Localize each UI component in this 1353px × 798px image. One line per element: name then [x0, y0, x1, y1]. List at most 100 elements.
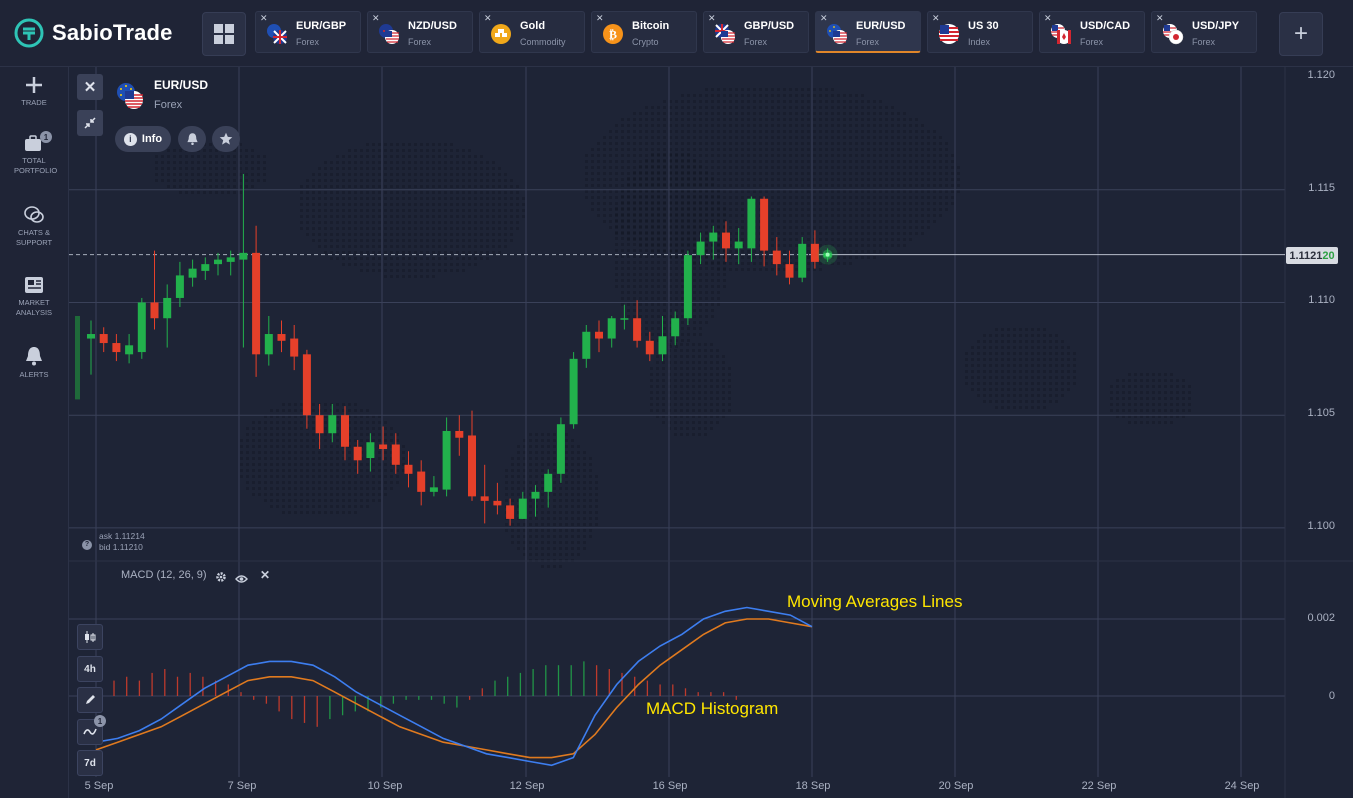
close-chart-button[interactable]: ✕	[77, 74, 103, 100]
grid-view-button[interactable]	[202, 12, 246, 56]
grid-icon	[214, 24, 234, 44]
candle-body	[518, 498, 527, 519]
drawing-tool-button[interactable]	[77, 687, 103, 713]
candle	[671, 311, 680, 346]
sidebar-item-label: CHATS & SUPPORT	[15, 228, 53, 247]
candle	[645, 331, 654, 362]
tab-gbp-usd[interactable]: ✕ GBP/USD Forex	[703, 11, 809, 53]
favorite-button[interactable]	[212, 126, 240, 152]
candle-body	[99, 334, 108, 344]
candle	[264, 315, 273, 366]
close-tab-icon[interactable]: ✕	[932, 13, 940, 23]
candle	[683, 250, 692, 326]
close-tab-icon[interactable]: ✕	[708, 13, 716, 23]
eu-uk-flag-icon	[267, 24, 287, 44]
tab-category: Index	[968, 37, 991, 47]
tab-name: Bitcoin	[632, 20, 670, 32]
tab-usd-jpy[interactable]: ✕ USD/JPY Forex	[1151, 11, 1257, 53]
candle	[798, 237, 807, 283]
candle	[772, 237, 781, 276]
portfolio-badge: 1	[40, 131, 52, 143]
candle-body	[455, 430, 464, 438]
add-tab-button[interactable]: +	[1279, 12, 1323, 56]
chart-type-button[interactable]	[77, 624, 103, 650]
price-main: 1.1121	[1289, 249, 1323, 262]
candle	[290, 325, 299, 371]
symbol-category: Forex	[154, 99, 183, 111]
date-tick-label: 7 Sep	[227, 780, 257, 792]
sidebar-item-trade[interactable]: TRADE	[0, 75, 68, 108]
tab-gold[interactable]: ✕ Gold Commodity	[479, 11, 585, 53]
candle	[442, 417, 451, 497]
candle	[112, 334, 121, 362]
indicator-remove-button[interactable]: ✕	[260, 568, 270, 582]
indicator-settings-button[interactable]	[215, 570, 227, 588]
price-chart[interactable]	[69, 67, 1353, 798]
sidebar: TRADE 1 TOTAL PORTFOLIO CHATS & SUPPORT …	[0, 67, 69, 798]
candlestick-icon	[85, 631, 96, 643]
brand-logo[interactable]: SabioTrade	[14, 18, 173, 48]
ask-price: ask 1.11214	[99, 531, 145, 541]
close-tab-icon[interactable]: ✕	[820, 13, 828, 23]
tab-eur-gbp[interactable]: ✕ EUR/GBP Forex	[255, 11, 361, 53]
close-tab-icon[interactable]: ✕	[372, 13, 380, 23]
candle	[150, 250, 159, 330]
sidebar-item-chats[interactable]: CHATS & SUPPORT	[0, 205, 68, 248]
sidebar-item-portfolio[interactable]: 1 TOTAL PORTFOLIO	[0, 131, 68, 176]
candle-body	[696, 241, 705, 256]
gear-icon	[216, 572, 226, 582]
close-tab-icon[interactable]: ✕	[260, 13, 268, 23]
candle-body	[379, 444, 388, 450]
tab-us-30[interactable]: ✕ US 30 Index	[927, 11, 1033, 53]
range-button[interactable]: 7d	[77, 750, 103, 776]
sidebar-item-label: ALERTS	[19, 370, 49, 379]
candle-body	[429, 487, 438, 492]
close-tab-icon[interactable]: ✕	[1044, 13, 1052, 23]
plus-icon	[26, 77, 42, 93]
candle	[201, 257, 210, 280]
candle	[455, 415, 464, 456]
candle-body	[607, 318, 616, 339]
map-texture-4	[1110, 373, 1191, 424]
tab-category: Forex	[408, 37, 432, 47]
info-button[interactable]: i Info	[115, 126, 171, 152]
info-icon: i	[123, 132, 137, 146]
candle-body	[531, 491, 540, 499]
map-texture-7	[650, 343, 731, 436]
tab-category: Forex	[856, 37, 880, 47]
nz-us-flag-icon	[379, 24, 399, 44]
collapse-button[interactable]	[77, 110, 103, 136]
bid-price: bid 1.11210	[99, 542, 143, 552]
timeframe-button[interactable]: 4h	[77, 656, 103, 682]
sidebar-item-alerts[interactable]: ALERTS	[0, 345, 68, 380]
candle	[760, 196, 769, 267]
candle-body	[137, 302, 146, 353]
tab-bitcoin[interactable]: ✕ ₿ Bitcoin Crypto	[591, 11, 697, 53]
candle-body	[645, 340, 654, 355]
indicator-visibility-button[interactable]	[235, 571, 248, 589]
candle	[722, 221, 730, 262]
tab-category: Forex	[1192, 37, 1216, 47]
tab-name: EUR/GBP	[296, 20, 347, 32]
us-flag-icon	[939, 24, 959, 44]
ask-bid-info-icon[interactable]: ?	[82, 540, 92, 550]
close-tab-icon[interactable]: ✕	[1156, 13, 1164, 23]
candle	[480, 464, 489, 524]
tab-category: Forex	[744, 37, 768, 47]
close-tab-icon[interactable]: ✕	[484, 13, 492, 23]
tab-eur-usd[interactable]: ✕ EUR/USD Forex	[815, 11, 921, 53]
svg-text:₿: ₿	[609, 28, 617, 42]
alert-button[interactable]	[178, 126, 206, 152]
map-texture-2	[585, 88, 960, 271]
candle	[518, 491, 527, 519]
indicator-label: MACD (12, 26, 9)	[121, 569, 207, 581]
date-tick-label: 12 Sep	[509, 780, 545, 792]
tab-nzd-usd[interactable]: ✕ NZD/USD Forex	[367, 11, 473, 53]
date-tick-label: 22 Sep	[1081, 780, 1117, 792]
date-tick-label: 10 Sep	[367, 780, 403, 792]
sidebar-item-market-analysis[interactable]: MARKET ANALYSIS	[0, 275, 68, 318]
tab-usd-cad[interactable]: ✕ USD/CAD Forex	[1039, 11, 1145, 53]
candle-body	[683, 255, 692, 319]
current-price-dot	[825, 252, 830, 257]
close-tab-icon[interactable]: ✕	[596, 13, 604, 23]
